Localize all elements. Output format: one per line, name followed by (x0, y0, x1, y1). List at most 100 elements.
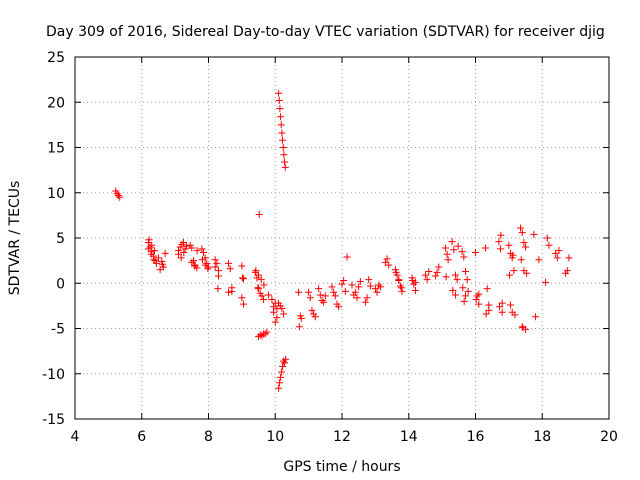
data-point (150, 247, 158, 255)
data-point (543, 234, 551, 242)
data-point (305, 288, 313, 296)
data-point (156, 266, 164, 274)
x-tick-label: 16 (467, 429, 485, 445)
data-point (460, 253, 468, 261)
data-point (523, 269, 531, 277)
data-point (188, 258, 196, 266)
data-point (260, 296, 268, 304)
data-point (475, 300, 483, 308)
data-point (306, 294, 314, 302)
data-point (277, 121, 285, 129)
data-point (530, 230, 538, 238)
data-point (316, 291, 324, 299)
data-points (112, 89, 573, 392)
data-point (182, 242, 190, 250)
data-point (158, 260, 166, 268)
data-point (520, 239, 528, 247)
data-point (225, 288, 233, 296)
data-point (497, 245, 505, 253)
data-point (261, 330, 269, 338)
data-point (459, 284, 467, 292)
data-point (276, 379, 284, 387)
data-point (198, 256, 206, 264)
data-point (483, 285, 491, 293)
data-point (498, 299, 506, 307)
data-point (398, 287, 406, 295)
data-point (509, 251, 517, 259)
data-point (271, 318, 279, 326)
data-point (373, 288, 381, 296)
data-point (256, 331, 264, 339)
data-point (255, 285, 263, 293)
data-point (268, 296, 276, 304)
data-point (366, 282, 374, 290)
x-tick-label: 14 (400, 429, 418, 445)
data-point (144, 245, 152, 253)
x-tick-label: 8 (204, 429, 213, 445)
data-point (278, 305, 286, 313)
data-point (460, 297, 468, 305)
data-point (178, 240, 186, 248)
data-point (277, 373, 285, 381)
data-point (376, 283, 384, 291)
data-point (397, 284, 405, 292)
y-tick-label: 20 (47, 95, 65, 111)
data-point (146, 243, 154, 251)
data-point (203, 259, 211, 267)
data-point (361, 298, 369, 306)
data-point (281, 359, 289, 367)
data-point (328, 283, 336, 291)
data-point (383, 255, 391, 263)
data-point (321, 292, 329, 300)
y-tick-label: 5 (56, 231, 65, 247)
data-point (448, 238, 456, 246)
data-point (260, 281, 268, 289)
data-point (425, 267, 433, 275)
data-point (154, 254, 162, 262)
data-point (498, 308, 506, 316)
data-point (240, 300, 248, 308)
data-point (238, 294, 246, 302)
data-point (114, 191, 122, 199)
data-point (275, 384, 283, 392)
data-point (275, 96, 283, 104)
data-point (518, 229, 526, 237)
data-point (295, 288, 303, 296)
data-point (565, 254, 573, 262)
y-tick-label: 15 (47, 141, 65, 157)
data-point (510, 267, 518, 275)
data-point (279, 363, 287, 371)
data-point (410, 280, 418, 288)
data-point (145, 236, 153, 244)
data-point (451, 291, 459, 299)
data-point (320, 298, 328, 306)
plot-frame (74, 56, 610, 420)
data-point (454, 242, 462, 250)
data-point (421, 271, 429, 279)
y-tick-label: 10 (47, 186, 65, 202)
y-tick-label: -15 (42, 412, 65, 428)
data-point (179, 239, 187, 247)
data-point (188, 244, 196, 252)
data-point (198, 245, 206, 253)
data-point (555, 247, 563, 255)
data-point (331, 292, 339, 300)
data-point (277, 113, 285, 121)
data-point (278, 368, 286, 376)
grid (75, 57, 609, 419)
data-point (255, 333, 263, 341)
data-point (472, 296, 480, 304)
data-point (174, 250, 182, 258)
data-point (473, 292, 481, 300)
data-point (453, 276, 461, 284)
data-point (542, 278, 550, 286)
data-point (475, 290, 483, 298)
x-axis-label: GPS time / hours (283, 459, 400, 475)
data-point (441, 244, 449, 252)
data-point (482, 310, 490, 318)
data-point (449, 286, 457, 294)
data-point (356, 277, 364, 285)
data-point (281, 163, 289, 171)
data-point (495, 238, 503, 246)
